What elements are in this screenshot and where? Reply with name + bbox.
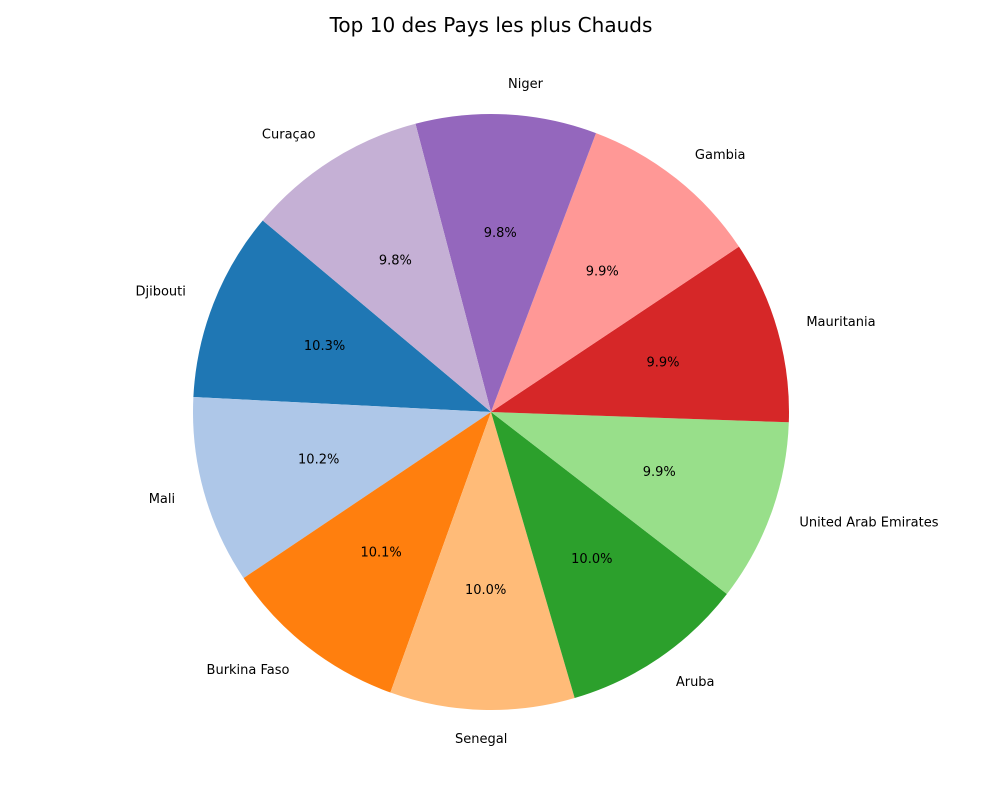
- percent-label-mauritania: 9.9%: [646, 356, 679, 371]
- pie-slice-gambia: [491, 133, 739, 412]
- slice-label-gambia: Gambia: [695, 148, 746, 163]
- percent-label-united-arab-emirates: 9.9%: [643, 465, 676, 480]
- pie-slice-aruba: [491, 412, 727, 699]
- slice-label-united-arab-emirates: United Arab Emirates: [799, 516, 938, 531]
- slice-label-burkina-faso: Burkina Faso: [207, 663, 290, 678]
- pie-slice-curacao: [262, 123, 491, 412]
- slice-label-mauritania: Mauritania: [806, 315, 875, 330]
- percent-label-burkina-faso: 10.1%: [360, 546, 401, 561]
- pie-slice-united-arab-emirates: [491, 412, 789, 595]
- pie-slice-mali: [192, 397, 491, 579]
- pie-slices: [192, 113, 789, 710]
- slice-label-niger: Niger: [508, 77, 544, 92]
- pie-slice-djibouti: [193, 220, 491, 412]
- slice-label-mali: Mali: [149, 492, 175, 507]
- percent-label-gambia: 9.9%: [586, 265, 619, 280]
- slice-label-aruba: Aruba: [676, 675, 715, 690]
- chart-title: Top 10 des Pays les plus Chauds: [329, 13, 653, 37]
- pie-slice-niger: [415, 113, 596, 412]
- pie-slice-mauritania: [491, 246, 789, 423]
- percent-label-senegal: 10.0%: [465, 583, 506, 598]
- percent-label-niger: 9.8%: [484, 226, 517, 241]
- slice-label-djibouti: Djibouti: [135, 285, 185, 300]
- percent-label-aruba: 10.0%: [571, 552, 612, 567]
- percent-label-djibouti: 10.3%: [304, 339, 345, 354]
- slice-label-curacao: Curaçao: [262, 128, 316, 143]
- slice-label-senegal: Senegal: [455, 732, 507, 747]
- percent-label-mali: 10.2%: [298, 452, 339, 467]
- pie-slice-burkina-faso: [243, 412, 491, 693]
- pie-slice-senegal: [390, 412, 575, 710]
- pie-labels: Djibouti 10.3% Mali 10.2% Burkina Faso 10.1% S…: [135, 77, 938, 747]
- percent-label-curacao: 9.8%: [379, 253, 412, 268]
